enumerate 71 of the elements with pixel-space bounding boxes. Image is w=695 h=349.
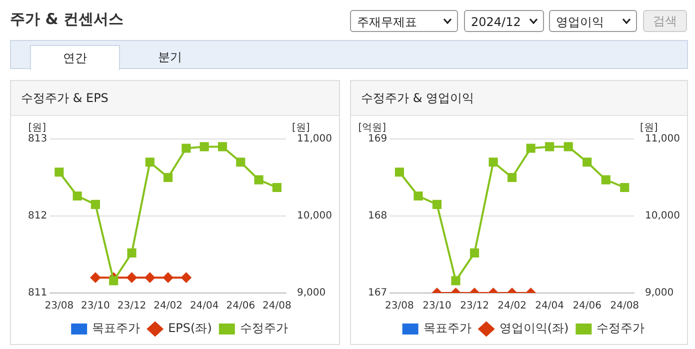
chart-title: 수정주가 & 영업이익 — [351, 81, 687, 116]
text: 주재무제표 — [357, 15, 417, 29]
point — [526, 144, 536, 153]
y2-tick-label: 9,000 — [645, 288, 674, 299]
x-tick-label: 23/10 — [81, 300, 110, 312]
chart-title: 수정주가 & EPS — [11, 81, 339, 116]
legend-label: 영업이익(좌) — [499, 321, 569, 336]
y2-axis-title: [원] — [292, 122, 310, 134]
point — [414, 191, 423, 201]
y-axis-title: [원] — [28, 122, 46, 134]
point — [236, 158, 246, 167]
point — [394, 168, 404, 177]
x-tick-label: 24/04 — [190, 300, 219, 312]
x-tick-label: 23/12 — [460, 300, 489, 312]
point — [451, 276, 460, 286]
y2-tick-label: 11,000 — [297, 134, 332, 145]
point — [432, 200, 442, 209]
point — [601, 175, 610, 184]
text: 영업이익 — [556, 15, 604, 29]
point — [109, 276, 118, 286]
text: 주가 & 컨센서스 — [10, 10, 124, 29]
text: 검색 — [643, 10, 687, 32]
point — [508, 172, 517, 182]
legend-label: 목표주가 — [423, 321, 472, 336]
x-tick-label: 23/10 — [422, 300, 452, 312]
point — [127, 248, 136, 258]
point — [145, 158, 154, 167]
y-tick-label: 169 — [368, 134, 388, 145]
y2-tick-label: 10,000 — [645, 210, 680, 222]
x-tick-label: 24/06 — [226, 300, 256, 312]
point — [564, 142, 573, 152]
point — [218, 142, 228, 152]
point — [545, 142, 554, 152]
y-tick-label: 168 — [368, 210, 388, 222]
point — [470, 248, 480, 258]
text: 2024/12 — [471, 15, 521, 29]
point — [200, 142, 209, 152]
y-tick-label: 813 — [28, 134, 48, 145]
point — [182, 144, 191, 153]
text: 분기 — [157, 49, 183, 66]
point — [72, 191, 82, 201]
y2-tick-label: 11,000 — [645, 134, 680, 145]
legend-label: 수정주가 — [240, 321, 288, 336]
x-tick-label: 23/08 — [385, 300, 414, 312]
x-tick-label: 24/08 — [610, 300, 640, 312]
legend-label: 목표주가 — [92, 321, 140, 336]
y-tick-label: 811 — [28, 288, 48, 299]
x-tick-label: 24/02 — [154, 300, 182, 312]
x-tick-label: 24/08 — [262, 300, 292, 312]
point — [164, 172, 173, 182]
point — [582, 158, 592, 167]
x-tick-label: 24/02 — [498, 300, 526, 312]
point — [620, 182, 630, 192]
x-tick-label: 23/08 — [44, 300, 74, 312]
y2-tick-label: 9,000 — [297, 288, 326, 299]
point — [90, 200, 100, 209]
text: 연간 — [30, 45, 120, 70]
legend-label: 수정주가 — [596, 321, 645, 336]
point — [272, 182, 282, 192]
point — [254, 175, 264, 184]
x-tick-label: 24/04 — [535, 300, 564, 312]
x-tick-label: 23/12 — [117, 300, 146, 312]
y2-axis-title: [원] — [640, 122, 658, 134]
x-tick-label: 24/06 — [572, 300, 602, 312]
y-axis-title: [억원] — [358, 122, 386, 134]
legend-label: EPS(좌) — [168, 321, 212, 336]
point — [488, 158, 498, 167]
point — [54, 168, 64, 177]
y-tick-label: 167 — [368, 288, 388, 299]
y2-tick-label: 10,000 — [297, 210, 332, 222]
y-tick-label: 812 — [28, 210, 48, 222]
